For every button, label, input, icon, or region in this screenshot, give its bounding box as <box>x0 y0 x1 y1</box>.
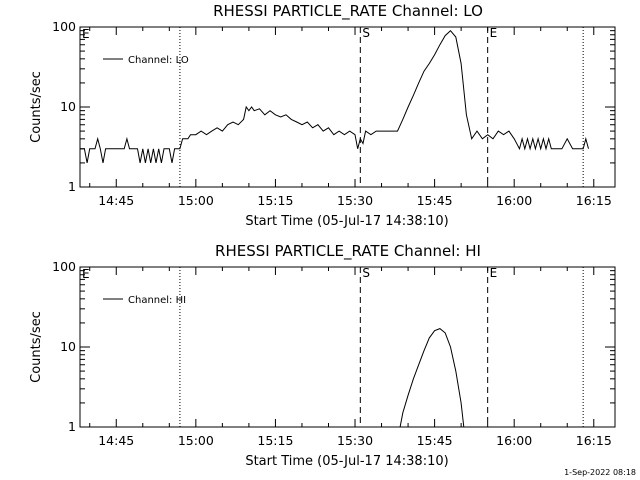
y-tick-label: 100 <box>52 259 76 274</box>
plot-frame <box>79 266 616 428</box>
corner-label: E <box>82 267 90 281</box>
x-tick-labels: 14:45 15:00 15:15 15:30 15:45 16:00 16:15 <box>98 433 612 448</box>
chart-lo: RHESSI PARTICLE_RATE Channel: LO 110100 … <box>29 2 616 229</box>
y-tick-labels: 1 10 100 <box>52 19 76 194</box>
x-tick-labels: 14:45 15:00 15:15 15:30 15:45 16:00 16:15 <box>98 193 612 208</box>
plot-frame <box>79 26 616 188</box>
x-tick-label: 16:15 <box>576 433 612 448</box>
ticks <box>80 26 615 188</box>
marker-label: S <box>362 266 370 280</box>
x-tick-label: 15:00 <box>178 433 214 448</box>
x-tick-label: 16:00 <box>496 433 532 448</box>
legend: Channel: LO <box>103 55 189 66</box>
y-tick-label: 1 <box>68 179 76 194</box>
legend: Channel: HI <box>103 295 186 306</box>
x-axis-label: Start Time (05-Jul-17 14:38:10) <box>245 454 448 469</box>
x-tick-label: 15:15 <box>257 193 293 208</box>
footer-timestamp: 1-Sep-2022 08:18 <box>564 468 636 477</box>
x-tick-label: 15:45 <box>417 193 453 208</box>
series-line <box>80 29 589 163</box>
y-axis-label: Counts/sec <box>29 311 44 383</box>
x-axis-label: Start Time (05-Jul-17 14:38:10) <box>245 214 448 229</box>
corner-label: E <box>82 27 90 41</box>
chart-hi: RHESSI PARTICLE_RATE Channel: HI 110100 … <box>29 242 616 469</box>
legend-label: Channel: HI <box>128 295 186 306</box>
x-tick-label: 15:45 <box>417 433 453 448</box>
y-tick-label: 10 <box>60 99 76 114</box>
x-tick-label: 15:00 <box>178 193 214 208</box>
x-tick-label: 16:00 <box>496 193 532 208</box>
y-tick-labels: 1 10 100 <box>52 259 76 434</box>
x-tick-label: 15:15 <box>257 433 293 448</box>
marker-label: E <box>490 266 498 280</box>
chart-title: RHESSI PARTICLE_RATE Channel: HI <box>215 242 481 261</box>
y-axis-label: Counts/sec <box>29 71 44 143</box>
legend-label: Channel: LO <box>128 55 189 66</box>
y-tick-label: 10 <box>60 339 76 354</box>
x-tick-label: 14:45 <box>98 193 134 208</box>
y-tick-label: 100 <box>52 19 76 34</box>
y-tick-label: 1 <box>68 419 76 434</box>
marker-label: E <box>490 26 498 40</box>
x-tick-label: 14:45 <box>98 433 134 448</box>
marker-label: S <box>362 26 370 40</box>
x-tick-label: 16:15 <box>576 193 612 208</box>
series-line <box>399 328 465 427</box>
chart-title: RHESSI PARTICLE_RATE Channel: LO <box>213 2 483 21</box>
x-tick-label: 15:30 <box>337 433 373 448</box>
ticks <box>80 266 615 428</box>
x-tick-label: 15:30 <box>337 193 373 208</box>
